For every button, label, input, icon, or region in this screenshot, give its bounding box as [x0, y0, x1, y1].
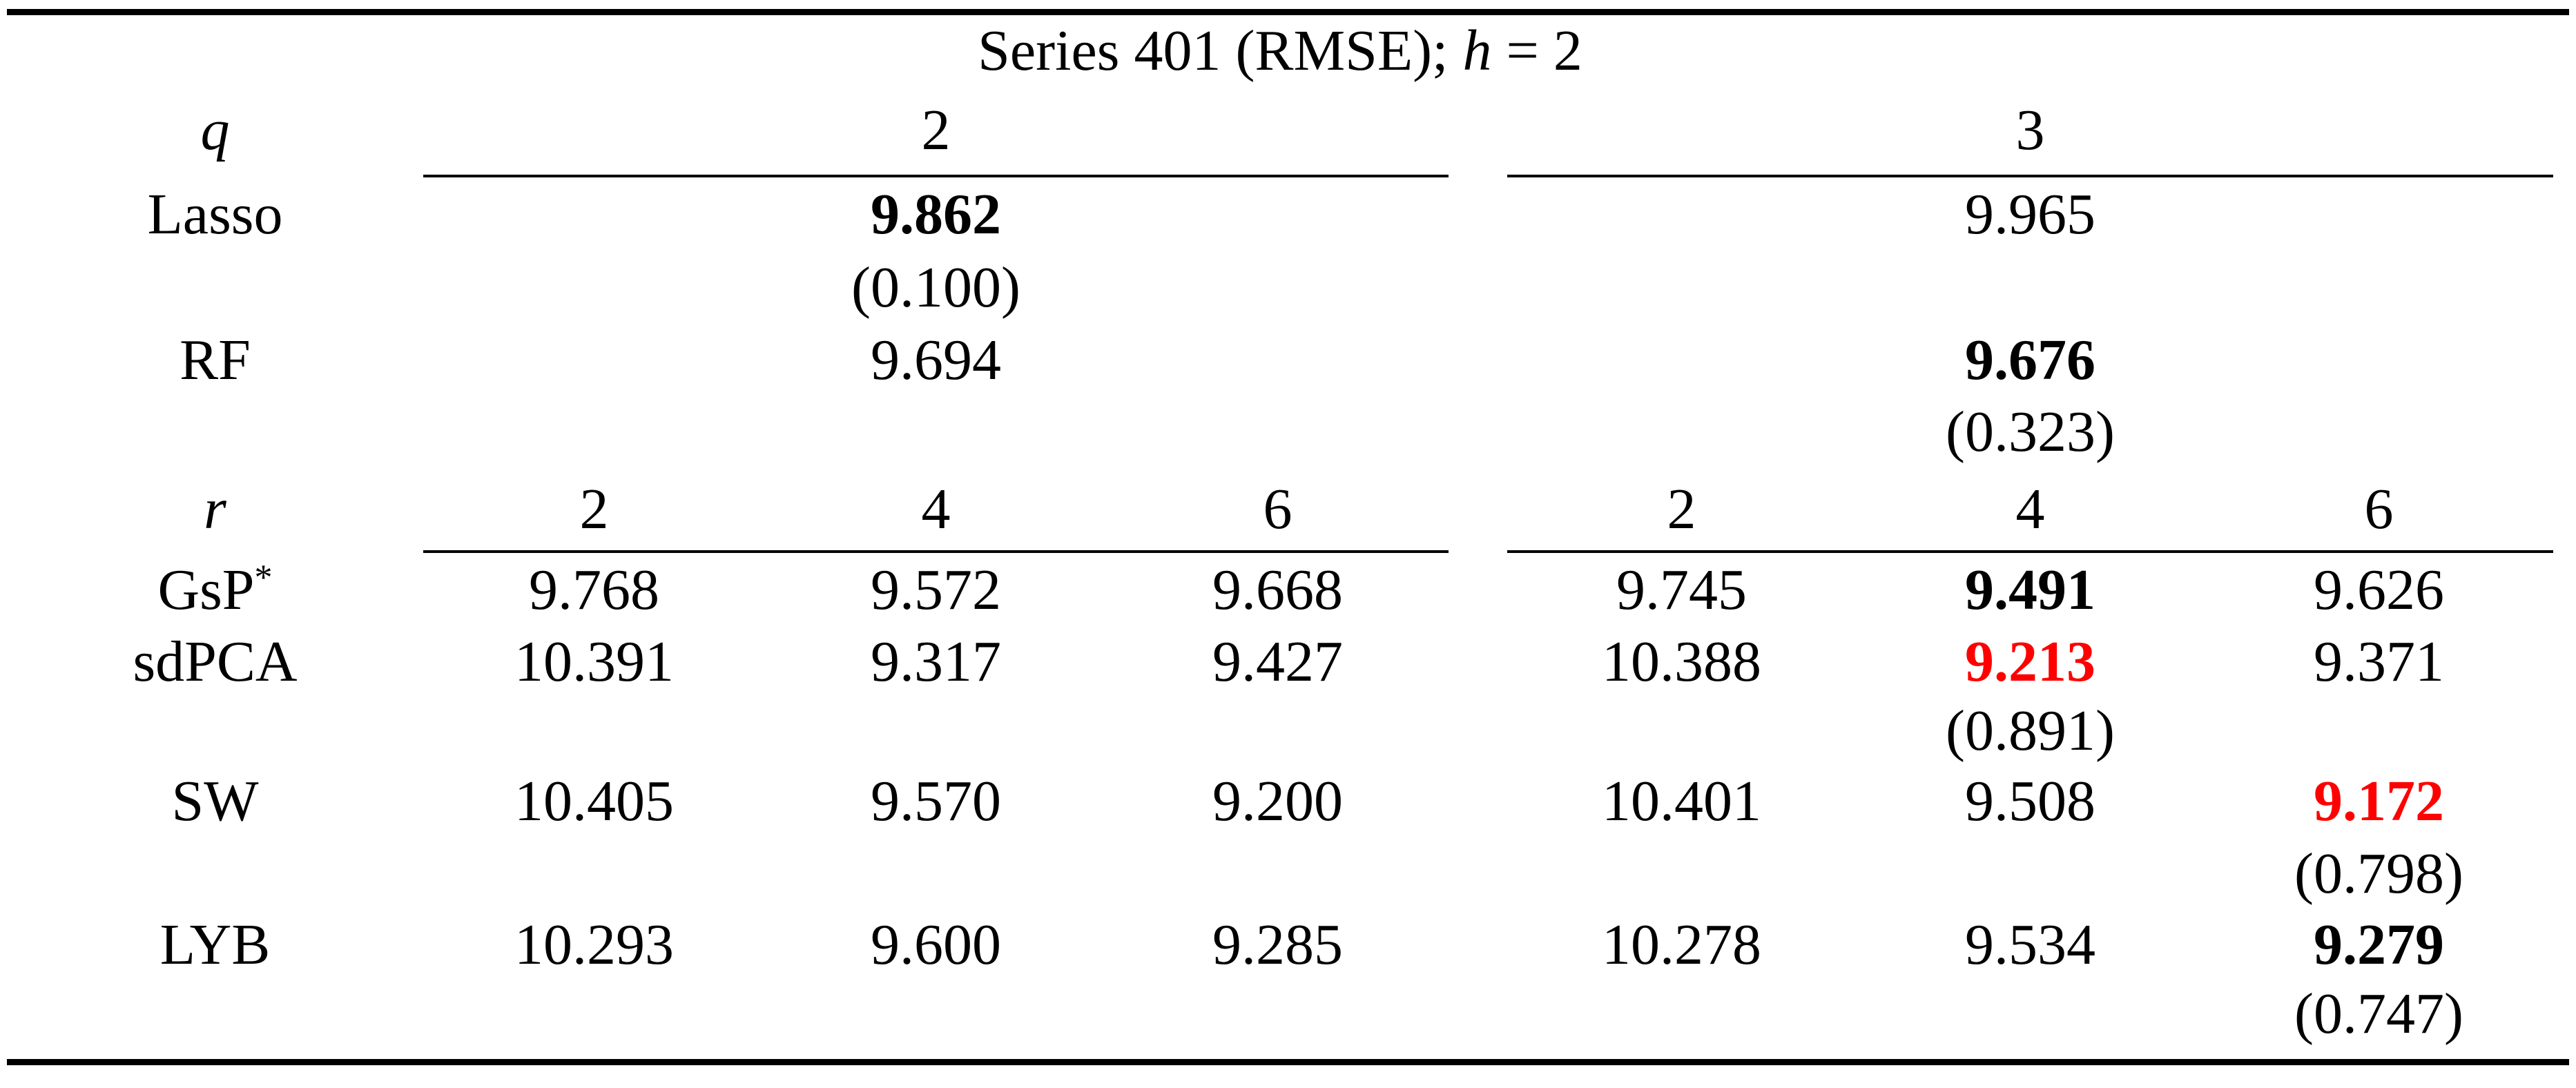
r-header-q2-c1: 2 [579, 476, 609, 541]
table-title-eq: = 2 [1491, 18, 1582, 83]
q-group-2-rule [423, 175, 1449, 177]
r-header-q3-c3: 6 [2364, 476, 2394, 541]
r-header-q3-c2: 4 [2015, 476, 2045, 541]
table-title: Series 401 (RMSE); h = 2 [7, 15, 2553, 86]
table-title-var-h: h [1462, 18, 1492, 83]
cell-rf-q3: 9.676 [1965, 327, 2096, 392]
q-group-2-header: 2 [921, 98, 951, 162]
cell-sdpca-3: 9.427 [1212, 630, 1343, 694]
cell-rf-q2: 9.694 [871, 327, 1001, 392]
se-lasso-q2: (0.100) [851, 255, 1020, 320]
r-header-q2-c2: 4 [921, 476, 951, 541]
cell-sdpca-6: 9.371 [2314, 630, 2445, 694]
row-label-sw: SW [171, 769, 259, 833]
cell-lyb-1: 10.293 [514, 912, 674, 977]
results-table: Series 401 (RMSE); h = 2 q 2 3 Lasso 9.8… [7, 15, 2554, 1049]
cell-sw-4: 10.401 [1602, 769, 1761, 833]
cell-lyb-4: 10.278 [1602, 912, 1761, 977]
cell-gsp-2: 9.572 [871, 558, 1001, 622]
cell-lyb-5: 9.534 [1965, 912, 2095, 977]
cell-gsp-5: 9.491 [1965, 558, 2095, 622]
r-header-q2-c3: 6 [1263, 476, 1292, 541]
q-group-3-header: 3 [2015, 98, 2045, 162]
row-label-gsp: GsP* [157, 558, 273, 622]
cell-lasso-q2: 9.862 [871, 182, 1001, 246]
cell-sw-3: 9.200 [1212, 769, 1343, 833]
cell-lyb-3: 9.285 [1212, 912, 1343, 977]
cell-lasso-q3: 9.965 [1965, 182, 2096, 246]
q-group-3-rule [1507, 175, 2554, 177]
table-title-text: Series 401 (RMSE); [978, 18, 1463, 83]
se-sdpca: (0.891) [1946, 699, 2115, 763]
cell-lyb-6: 9.279 [2314, 912, 2445, 977]
r-group-3-rule [1507, 550, 2554, 553]
cell-lyb-2: 9.600 [871, 912, 1001, 977]
cell-gsp-3: 9.668 [1212, 558, 1343, 622]
cell-sw-6: 9.172 [2314, 769, 2445, 833]
row-label-lyb: LYB [159, 912, 271, 977]
table-top-rule [7, 9, 2569, 15]
cell-gsp-4: 9.745 [1616, 558, 1747, 622]
row-label-lasso: Lasso [147, 182, 283, 246]
se-rf-q3: (0.323) [1946, 400, 2115, 464]
cell-gsp-1: 9.768 [529, 558, 659, 622]
cell-sw-1: 10.405 [514, 769, 674, 833]
cell-sdpca-4: 10.388 [1602, 630, 1761, 694]
r-group-2-rule [423, 550, 1449, 553]
paper-table-page: Series 401 (RMSE); h = 2 q 2 3 Lasso 9.8… [0, 9, 2576, 1088]
row-label-sdpca: sdPCA [133, 630, 298, 694]
se-sw: (0.798) [2294, 841, 2463, 906]
r-row-label: r [204, 476, 226, 541]
table-bottom-rule [7, 1059, 2569, 1065]
cell-sdpca-2: 9.317 [871, 630, 1001, 694]
cell-sw-5: 9.508 [1965, 769, 2095, 833]
cell-sdpca-5: 9.213 [1965, 630, 2095, 694]
r-header-q3-c1: 2 [1667, 476, 1696, 541]
gsp-superscript-star: * [254, 558, 273, 598]
row-label-rf: RF [180, 327, 251, 392]
cell-sw-2: 9.570 [871, 769, 1001, 833]
cell-gsp-6: 9.626 [2314, 558, 2445, 622]
se-lyb: (0.747) [2294, 982, 2463, 1046]
cell-sdpca-1: 10.391 [514, 630, 674, 694]
q-row-label: q [200, 98, 230, 162]
